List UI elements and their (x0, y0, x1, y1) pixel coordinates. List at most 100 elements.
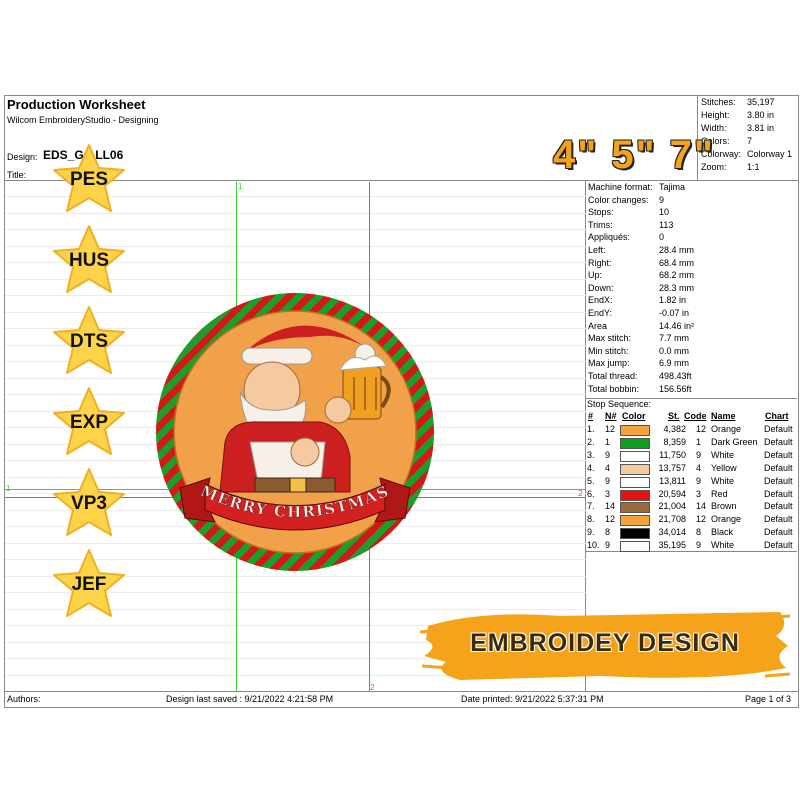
format-star: DTS (50, 305, 128, 377)
stat-value: 3.80 in (747, 110, 775, 120)
row-needle: 4 (605, 462, 611, 473)
row-chart: Default (764, 540, 793, 551)
row-needle: 9 (605, 449, 611, 460)
row-index: 5. (587, 475, 595, 486)
row-needle: 3 (605, 488, 611, 499)
machine-value: 0.0 mm (659, 346, 690, 356)
guide-label-right: 2 (578, 489, 583, 498)
color-swatch (620, 476, 650, 488)
format-star: HUS (50, 224, 128, 296)
stat-label: Height: (701, 110, 730, 120)
title-label: Title: (7, 170, 27, 180)
sequence-header-cell: Name (711, 411, 736, 421)
machine-label: Max jump: (588, 358, 630, 368)
sizes-banner: 4" 5" 7" (553, 133, 715, 177)
machine-label: Stops: (588, 207, 614, 217)
machine-label: Trims: (588, 220, 613, 230)
stat-value: 3.81 in (747, 123, 775, 133)
format-label: PES (69, 169, 109, 190)
sequence-row: 8. 12 21,708 12 Orange Default (586, 513, 796, 527)
row-index: 7. (587, 501, 595, 512)
row-name: Brown (711, 501, 737, 512)
color-swatch (620, 515, 650, 527)
row-chart: Default (764, 462, 793, 473)
badge-text: EMBROIDEY DESIGN (470, 629, 740, 657)
format-label: EXP (69, 412, 109, 433)
row-name: Orange (711, 514, 742, 525)
machine-label: Area (588, 321, 608, 331)
ruler-line (5, 279, 587, 280)
row-stitches: 13,757 (658, 462, 686, 473)
row-code: 12 (696, 514, 707, 525)
stat-value: 7 (747, 136, 753, 146)
machine-value: 68.4 mm (659, 258, 695, 268)
stat-value: 1:1 (747, 162, 760, 172)
machine-value: 28.3 mm (659, 283, 695, 293)
ruler-line (5, 625, 587, 626)
row-name: Red (711, 488, 728, 499)
ruler-line (5, 642, 587, 643)
machine-label: Down: (588, 283, 614, 293)
machine-value: 156.56ft (659, 384, 692, 394)
row-stitches: 21,004 (658, 501, 686, 512)
row-needle: 8 (605, 527, 611, 538)
sequence-header-cell: St. (668, 411, 680, 421)
stat-label: Colors: (701, 136, 730, 146)
design-value: EDS_G ALL06 (43, 148, 124, 162)
row-name: White (711, 475, 735, 486)
machine-label: Up: (588, 270, 603, 280)
machine-label: EndX: (588, 295, 613, 305)
guide-label-bottom: 2 (370, 683, 375, 692)
color-swatch (620, 502, 650, 514)
embroidery-design: MERRY CHRISTMAS (156, 293, 434, 571)
row-needle: 14 (605, 501, 616, 512)
row-stitches: 21,708 (658, 514, 686, 525)
stat-label: Zoom: (701, 162, 727, 172)
color-swatch (620, 463, 650, 475)
color-swatch (620, 528, 650, 540)
brush-stroke (420, 612, 790, 680)
machine-label: EndY: (588, 308, 613, 318)
row-index: 9. (587, 527, 595, 538)
ruler-line (5, 229, 587, 230)
sequence-header-cell: Code (684, 411, 707, 421)
ruler-line (5, 262, 587, 263)
sequence-divider (585, 551, 797, 552)
row-chart: Default (764, 527, 793, 538)
row-stitches: 34,014 (658, 527, 686, 538)
format-label: HUS (68, 250, 110, 271)
sequence-row: 2. 1 8,359 1 Dark Green Default (586, 436, 796, 449)
santa-figure (219, 325, 391, 493)
color-swatch (620, 450, 650, 462)
row-code: 9 (696, 449, 702, 460)
header-divider (4, 180, 798, 181)
row-name: White (711, 540, 735, 551)
row-name: White (711, 449, 735, 460)
machine-label: Machine format: (588, 182, 653, 192)
row-chart: Default (764, 501, 793, 512)
ruler-line (5, 213, 587, 214)
format-label: VP3 (71, 493, 107, 514)
machine-label: Total bobbin: (588, 384, 640, 394)
format-star: EXP (50, 386, 128, 458)
row-stitches: 11,750 (659, 449, 686, 460)
row-stitches: 4,382 (663, 424, 686, 434)
row-index: 2. (587, 436, 595, 447)
ruler-line (5, 196, 587, 197)
row-needle: 1 (605, 436, 611, 447)
stat-value: Colorway 1 (747, 149, 793, 159)
row-chart: Default (764, 475, 793, 486)
row-code: 8 (696, 527, 702, 538)
row-name: Black (711, 527, 734, 538)
ruler-line (5, 675, 587, 676)
footer-authors: Authors: (7, 694, 41, 704)
sequence-header-cell: N# (605, 411, 617, 421)
sequence-row: 5. 9 13,811 9 White Default (586, 475, 796, 488)
machine-label: Left: (588, 245, 606, 255)
row-needle: 9 (605, 540, 611, 551)
machine-value: 10 (659, 207, 670, 217)
machine-value: 9 (659, 195, 665, 205)
machine-label: Color changes: (588, 195, 649, 205)
machine-label: Min stitch: (588, 346, 629, 356)
footer-printed: Date printed: 9/21/2022 5:37:31 PM (461, 694, 604, 704)
